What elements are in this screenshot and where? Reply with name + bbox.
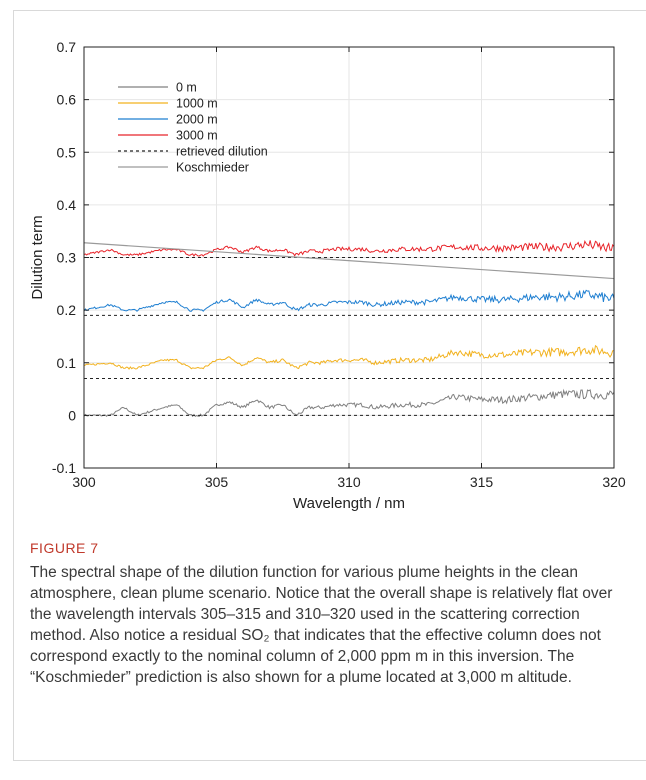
y-tick-label: 0.5 [57,144,77,160]
series-3000-m-line [83,239,615,257]
caption-label: FIGURE 7 [30,540,99,556]
dilution-chart: 300 305 310 315 320 -0.1 0 0.1 0.2 0.3 0.4 0.5 0.6 0.… [29,39,626,512]
x-tick-label: 320 [602,474,626,490]
ticks: 300 305 310 315 320 -0.1 0 0.1 0.2 0.3 0.4 0.5 0.6 0.… [52,39,626,490]
x-axis-label: Wavelength / nm [293,495,405,512]
figure-caption: FIGURE 7 The spectral shape of the dilut… [30,540,630,688]
legend: 0 m 1000 m 2000 m 3000 m retrieved dilution K… [118,81,268,175]
y-tick-label: -0.1 [52,460,76,476]
series-layer [83,239,615,418]
y-tick-label: 0 [68,407,76,423]
y-tick-label: 0.4 [57,197,77,213]
legend-entry: 1000 m [176,97,218,111]
caption-text: The spectral shape of the dilution funct… [30,564,613,686]
legend-entry: 2000 m [176,113,218,127]
x-tick-label: 310 [337,474,361,490]
legend-entry: retrieved dilution [176,145,268,159]
legend-entry: 3000 m [176,129,218,143]
koschmieder-line [83,242,615,280]
x-tick-label: 315 [470,474,494,490]
y-axis-label: Dilution term [29,215,46,299]
legend-entry: 0 m [176,81,197,95]
frame-top-border [13,10,646,11]
y-tick-label: 0.3 [57,250,77,266]
y-tick-label: 0.1 [57,355,77,371]
y-tick-label: 0.6 [57,92,77,108]
legend-entry: Koschmieder [176,161,249,175]
x-tick-label: 305 [205,474,229,490]
y-tick-label: 0.7 [57,39,77,55]
series-2000-m-line [83,289,615,312]
y-tick-label: 0.2 [57,302,77,318]
series-1000-m-line [83,344,615,370]
frame-left-border [13,10,14,760]
series-0-m-line [83,388,615,418]
x-tick-label: 300 [72,474,96,490]
frame-bottom-border [13,760,646,761]
